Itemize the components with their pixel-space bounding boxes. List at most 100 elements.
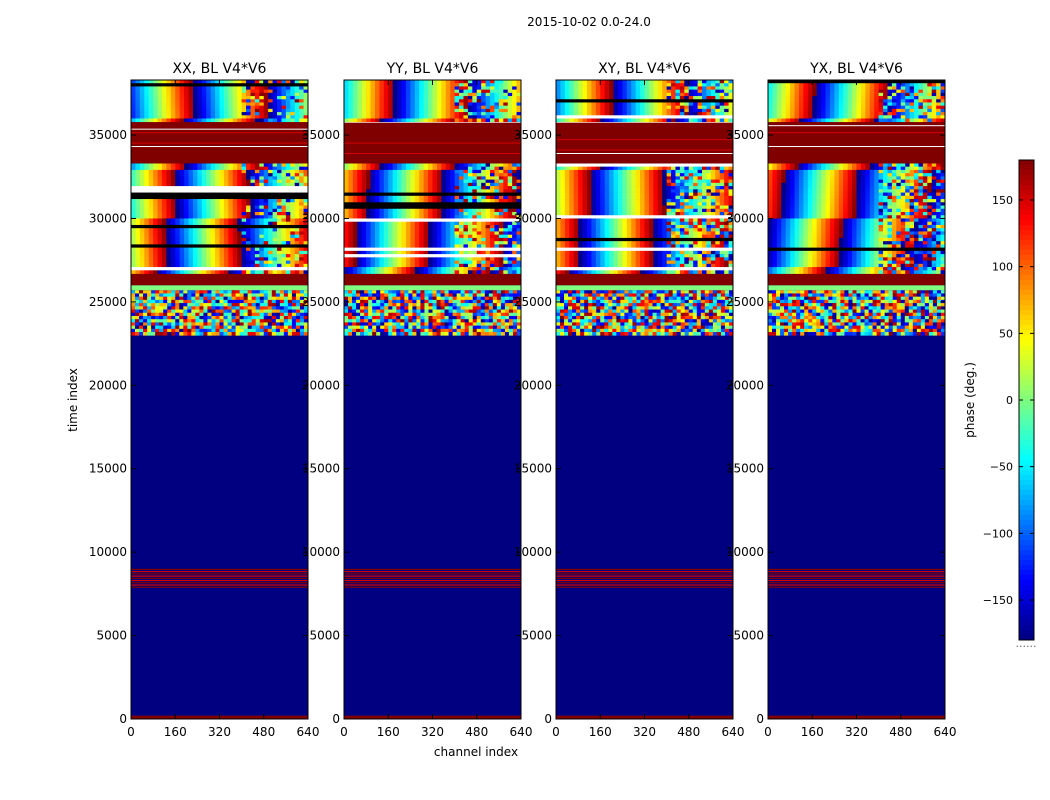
heatmap-cell	[135, 247, 141, 252]
heatmap-cell	[223, 237, 229, 242]
heatmap-cell	[135, 328, 140, 333]
heatmap-cell	[459, 163, 464, 168]
heatmap-cell	[476, 105, 482, 110]
heatmap-cell	[450, 99, 455, 103]
heatmap-cell	[184, 221, 189, 226]
heatmap-cell	[251, 322, 257, 326]
heatmap-cell	[481, 86, 486, 90]
heatmap-cell	[356, 328, 361, 333]
heatmap-cell	[432, 312, 437, 317]
heatmap-cell	[688, 290, 694, 294]
heatmap-cell	[144, 234, 150, 239]
heatmap-cell	[459, 221, 464, 226]
heatmap-cell	[680, 309, 686, 314]
heatmap-cell	[131, 221, 136, 226]
heatmap-cell	[445, 189, 451, 193]
heatmap-cell	[688, 306, 694, 310]
heatmap-cell	[507, 270, 513, 274]
heatmap-cell	[436, 99, 442, 103]
heatmap-cell	[223, 179, 229, 184]
heatmap-cell	[444, 322, 449, 326]
heatmap-cell	[376, 303, 381, 307]
heatmap-cell	[352, 328, 357, 333]
heatmap-cell	[504, 332, 510, 336]
heatmap-cell	[507, 99, 513, 103]
heatmap-cell	[503, 89, 509, 94]
heatmap-cell	[404, 325, 409, 330]
heatmap-cell	[215, 112, 220, 116]
heatmap-cell	[170, 169, 176, 174]
heatmap-cell	[361, 102, 367, 107]
heatmap-cell	[155, 293, 160, 298]
stripe-row	[131, 577, 308, 579]
heatmap-cell	[237, 260, 242, 265]
heatmap-cell	[277, 96, 282, 100]
heatmap-cell	[285, 199, 291, 203]
heatmap-cell	[251, 299, 257, 304]
heatmap-cell	[500, 306, 506, 310]
heatmap-cell	[644, 315, 649, 320]
heatmap-cell	[460, 309, 466, 314]
heatmap-cell	[184, 212, 189, 216]
heatmap-cell	[203, 293, 208, 298]
heatmap-cell	[668, 312, 674, 317]
heatmap-cell	[512, 250, 517, 255]
heatmap-cell	[303, 237, 308, 242]
heatmap-cell	[207, 306, 212, 310]
heatmap-cell	[192, 166, 198, 171]
heatmap-cell	[472, 199, 478, 203]
heatmap-cell	[490, 263, 495, 268]
heatmap-cell	[361, 176, 367, 180]
heatmap-cell	[155, 290, 160, 294]
heatmap-cell	[410, 244, 416, 248]
heatmap-cell	[188, 228, 194, 232]
heatmap-cell	[660, 290, 665, 294]
heatmap-cell	[179, 166, 185, 171]
heatmap-cell	[357, 199, 363, 203]
heatmap-cell	[184, 108, 189, 113]
heatmap-cell	[432, 234, 438, 239]
heatmap-cell	[463, 263, 469, 268]
heatmap-cell	[383, 221, 389, 226]
heatmap-cell	[232, 89, 238, 94]
heatmap-cell	[291, 303, 297, 307]
heatmap-cell	[484, 309, 490, 314]
heatmap-cell	[147, 332, 152, 336]
heatmap-cell	[454, 173, 460, 177]
heatmap-cell	[503, 195, 509, 200]
heatmap-cell	[199, 303, 204, 307]
heatmap-cell	[370, 241, 376, 245]
heatmap-cell	[210, 179, 216, 184]
heatmap-cell	[184, 89, 189, 94]
heatmap-cell	[560, 296, 565, 301]
heatmap-cell	[348, 118, 354, 123]
heatmap-cell	[291, 296, 297, 301]
heatmap-cell	[668, 299, 674, 304]
heatmap-cell	[281, 221, 287, 226]
heatmap-cell	[184, 179, 189, 184]
heatmap-cell	[131, 179, 136, 184]
heatmap-cell	[467, 105, 473, 110]
heatmap-cell	[516, 270, 521, 274]
heatmap-cell	[135, 218, 141, 223]
heatmap-cell	[414, 80, 420, 84]
heatmap-cell	[179, 173, 185, 177]
heatmap-cell	[400, 325, 405, 330]
heatmap-cell	[254, 163, 260, 168]
heatmap-cell	[207, 328, 212, 333]
heatmap-cell	[397, 166, 402, 171]
x-tick-label: 640	[510, 725, 533, 739]
heatmap-cell	[572, 293, 577, 298]
heatmap-cell	[144, 247, 150, 252]
heatmap-cell	[485, 112, 491, 116]
heatmap-cell	[460, 312, 466, 317]
heatmap-cell	[277, 228, 282, 232]
heatmap-cell	[401, 241, 407, 245]
heatmap-cell	[241, 89, 247, 94]
heatmap-cell	[232, 234, 238, 239]
heatmap-cell	[516, 215, 521, 219]
heatmap-cell	[400, 293, 405, 298]
heatmap-cell	[147, 293, 152, 298]
heatmap-cell	[237, 108, 242, 113]
heatmap-cell	[166, 208, 172, 213]
